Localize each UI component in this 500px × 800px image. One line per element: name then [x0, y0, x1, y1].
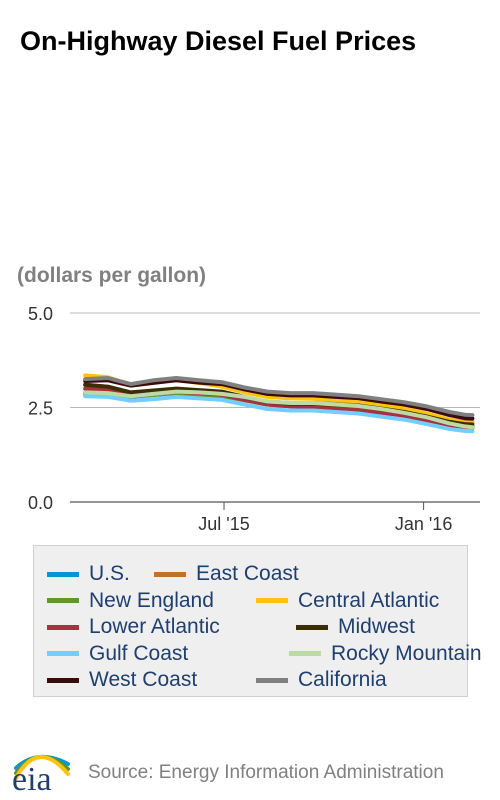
legend-swatch	[296, 624, 328, 630]
y-tick-label: 5.0	[28, 304, 53, 324]
y-tick-label: 0.0	[28, 493, 53, 513]
legend-label: Gulf Coast	[89, 641, 189, 665]
legend-swatch	[256, 677, 288, 683]
chart-plot: 0.0 2.5 5.0 Jul '15 Jan '16	[28, 304, 480, 534]
legend-item: U.S.	[47, 561, 130, 587]
legend-label: Rocky Mountain	[331, 641, 482, 665]
legend-label: New England	[89, 588, 214, 612]
eia-logo-icon: eia	[12, 754, 70, 798]
legend-item: Central Atlantic	[256, 588, 439, 614]
series-line-california	[83, 376, 475, 418]
series-line-rocky-mountain	[83, 389, 475, 430]
footer: eia Source: Energy Information Administr…	[0, 742, 500, 800]
legend-label: Midwest	[338, 615, 416, 638]
legend-swatch	[47, 598, 79, 603]
y-axis-units: (dollars per gallon)	[17, 264, 207, 287]
legend-label: Central Atlantic	[298, 588, 440, 612]
logo-arc	[14, 755, 70, 780]
legend-label: East Coast	[196, 562, 299, 585]
legend-item: Rocky Mountain	[289, 641, 482, 667]
legend-item: West Coast	[47, 667, 197, 693]
legend-label: California	[298, 668, 387, 691]
series-line-west-coast	[83, 378, 475, 421]
series-line-gulf-coast	[83, 394, 475, 434]
legend-label: Lower Atlantic	[89, 615, 220, 638]
legend-swatch	[256, 598, 288, 603]
y-tick-label: 2.5	[28, 399, 53, 419]
legend-swatch	[289, 651, 321, 656]
source-note: Source: Energy Information Administratio…	[88, 762, 444, 783]
axis-layer: 0.0 2.5 5.0 Jul '15 Jan '16	[28, 304, 452, 534]
legend-item: Midwest	[296, 614, 415, 640]
eia-logo-text: eia	[12, 761, 52, 798]
legend-item: Lower Atlantic	[47, 614, 220, 640]
legend-swatch	[154, 571, 186, 577]
series-lines	[83, 373, 475, 434]
legend: U.S. East Coast New England Central Atlanti…	[33, 545, 482, 697]
chart-title: On-Highway Diesel Fuel Prices	[20, 26, 417, 56]
legend-swatch	[47, 677, 79, 683]
legend-swatch	[47, 624, 79, 630]
x-tick-label: Jan '16	[395, 514, 452, 534]
x-tick-label: Jul '15	[198, 514, 249, 534]
legend-swatch	[47, 571, 79, 577]
legend-item: East Coast	[154, 561, 299, 587]
legend-item: Gulf Coast	[47, 641, 188, 667]
legend-swatch	[47, 651, 79, 656]
legend-item: California	[256, 667, 387, 693]
legend-label: West Coast	[89, 668, 198, 691]
legend-item: New England	[47, 588, 214, 614]
legend-label: U.S.	[89, 562, 130, 585]
